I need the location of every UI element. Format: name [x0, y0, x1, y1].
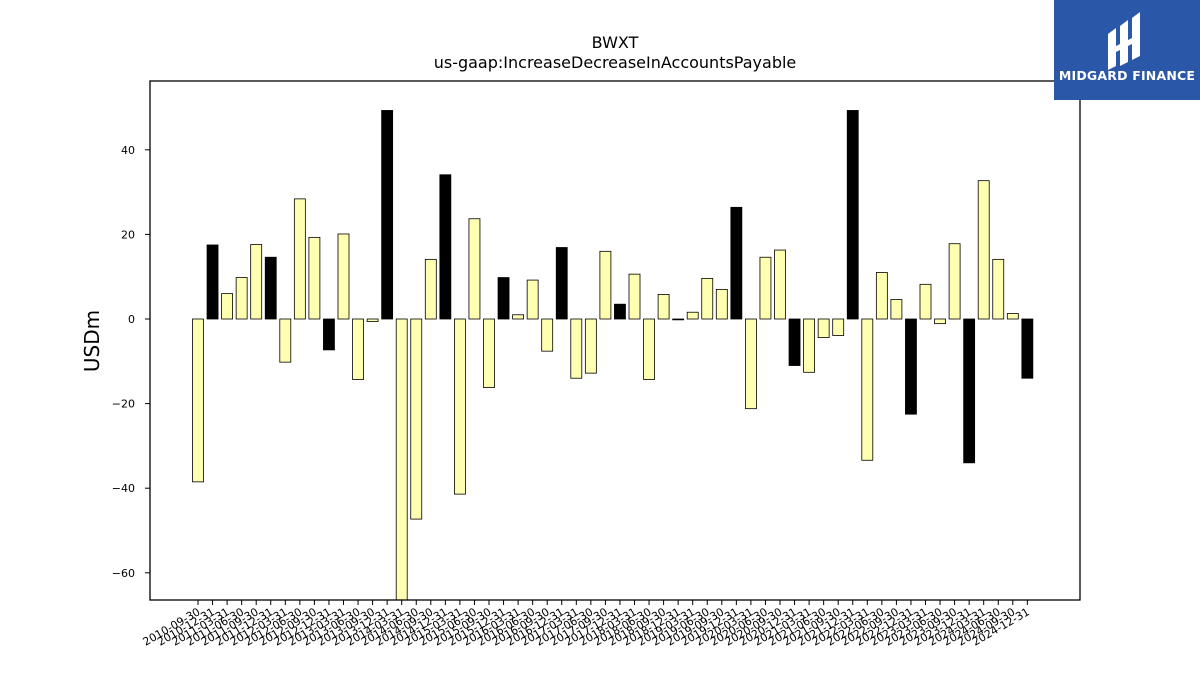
- bar: [395, 318, 408, 601]
- bar: [977, 180, 990, 320]
- y-tick-label: −60: [112, 567, 135, 580]
- bar: [905, 318, 917, 415]
- bar: [948, 243, 961, 320]
- bar: [366, 318, 379, 322]
- bar: [861, 318, 874, 461]
- bar: [599, 250, 612, 320]
- y-tick-label: −40: [112, 482, 135, 495]
- bar: [846, 110, 859, 320]
- bar: [250, 244, 263, 320]
- bar: [643, 318, 655, 380]
- bar: [279, 318, 292, 363]
- bar: [468, 218, 481, 320]
- midgard-logo-icon: [1108, 12, 1140, 70]
- bar: [352, 318, 364, 380]
- bar: [293, 198, 306, 320]
- bar: [701, 277, 714, 320]
- bar: [614, 303, 626, 320]
- bar: [323, 318, 335, 351]
- plot-frame: [149, 80, 1081, 601]
- y-tick-label: −20: [112, 398, 135, 411]
- bar: [424, 258, 437, 320]
- bar: [1021, 318, 1034, 379]
- bar: [963, 318, 976, 464]
- bar: [672, 318, 685, 321]
- chart-subtitle: us-gaap:IncreaseDecreaseInAccountsPayabl…: [434, 53, 797, 72]
- bar: [992, 258, 1005, 320]
- bar: [934, 318, 946, 325]
- bar: [337, 233, 350, 320]
- bar: [541, 318, 554, 352]
- y-tick-label: 0: [128, 313, 135, 326]
- bar: [759, 256, 772, 320]
- bar: [730, 206, 743, 320]
- chart-title: BWXT: [592, 33, 639, 52]
- bar: [192, 318, 204, 483]
- bar: [206, 244, 219, 320]
- logo-text: MIDGARD FINANCE: [1058, 68, 1196, 83]
- brand-logo: MIDGARD FINANCE: [1054, 0, 1200, 100]
- bar: [890, 299, 903, 320]
- bar: [686, 311, 699, 320]
- x-axis: 2010-09-302010-12-312011-03-312011-06-30…: [141, 600, 1032, 649]
- bar: [410, 318, 423, 520]
- y-tick-label: 40: [121, 144, 135, 157]
- bar: [774, 249, 786, 320]
- bar: [803, 318, 815, 373]
- y-axis-label: USDm: [80, 310, 104, 372]
- bar: [512, 314, 524, 320]
- bar: [235, 277, 248, 320]
- bar: [715, 288, 728, 320]
- bar: [570, 318, 583, 379]
- bars-group: [192, 110, 1034, 601]
- bar: [453, 318, 466, 495]
- bar: [264, 256, 277, 320]
- bar: [555, 247, 568, 320]
- bar: [308, 236, 321, 320]
- bar: [584, 318, 597, 374]
- bar: [483, 318, 495, 388]
- bar: [221, 293, 234, 320]
- bar: [832, 318, 845, 336]
- bar: [919, 283, 932, 320]
- bar: [439, 174, 452, 320]
- bar: [788, 318, 801, 366]
- bar: [817, 318, 830, 339]
- bar: [1006, 313, 1019, 320]
- bar: [381, 110, 394, 320]
- bar: [657, 294, 670, 320]
- bar: [526, 279, 539, 320]
- bar: [875, 272, 888, 320]
- y-tick-label: 20: [121, 228, 135, 241]
- bar: [497, 277, 510, 320]
- bar: [745, 318, 757, 410]
- y-axis: −60 −40 −20 0 20 40: [112, 144, 150, 580]
- bar: [628, 273, 641, 320]
